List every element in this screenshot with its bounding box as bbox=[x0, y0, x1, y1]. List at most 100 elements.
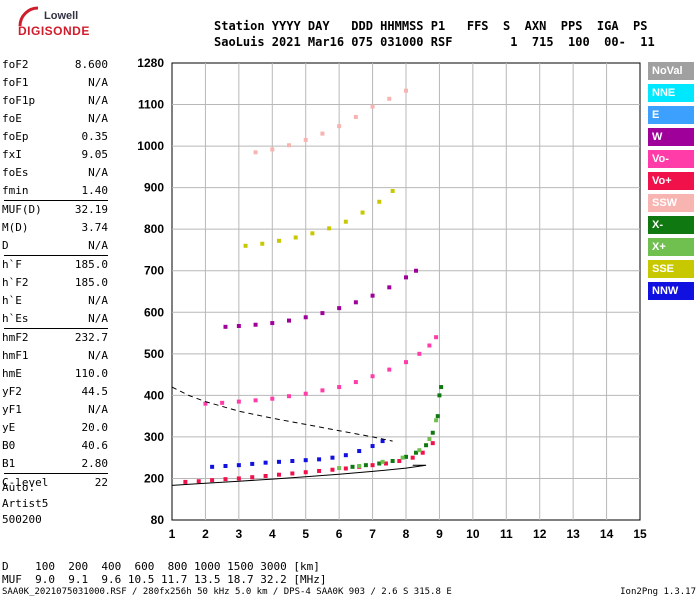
echo-point bbox=[397, 459, 402, 464]
echo-point bbox=[370, 293, 375, 298]
echo-point bbox=[263, 460, 268, 465]
param-key: yF1 bbox=[2, 403, 22, 416]
echo-point bbox=[337, 385, 342, 390]
echo-point bbox=[435, 414, 440, 419]
echo-point bbox=[427, 343, 432, 348]
param-key: h`E bbox=[2, 294, 22, 307]
echo-point bbox=[343, 466, 348, 471]
param-row: fxI 9.05 bbox=[0, 146, 112, 164]
echo-point bbox=[210, 464, 215, 469]
echo-point bbox=[250, 461, 255, 466]
echo-point bbox=[370, 444, 375, 449]
auto-version: 500200 bbox=[2, 513, 42, 526]
param-row: foE N/A bbox=[0, 110, 112, 128]
x-tick-label: 6 bbox=[336, 527, 343, 541]
digisonde-logo: Lowell DIGISONDE bbox=[4, 6, 124, 46]
legend-item: NNE bbox=[648, 84, 694, 102]
param-row: foF2 8.600 bbox=[0, 56, 112, 74]
y-tick-label: 200 bbox=[144, 471, 164, 485]
distance-row: D 100 200 400 600 800 1000 1500 3000 [km… bbox=[2, 560, 320, 573]
echo-point bbox=[263, 473, 268, 478]
y-tick-label: 700 bbox=[144, 264, 164, 278]
echo-point bbox=[320, 311, 325, 316]
param-key: MUF(D) bbox=[2, 203, 42, 216]
echo-point bbox=[303, 315, 308, 320]
echo-point bbox=[357, 463, 362, 468]
echo-point bbox=[337, 124, 342, 129]
param-value: 185.0 bbox=[74, 258, 108, 271]
echo-point bbox=[404, 88, 408, 93]
param-key: foF1p bbox=[2, 94, 36, 107]
echo-point bbox=[290, 471, 295, 476]
param-key: M(D) bbox=[2, 221, 29, 234]
param-row: yF2 44.5 bbox=[0, 383, 112, 401]
legend-item: SSW bbox=[648, 194, 694, 212]
echo-point bbox=[270, 321, 275, 326]
param-row: M(D) 3.74 bbox=[0, 219, 112, 237]
y-tick-label: 1100 bbox=[138, 98, 164, 112]
echo-point bbox=[287, 394, 291, 399]
param-value: 2.80 bbox=[81, 457, 109, 470]
echo-point bbox=[360, 210, 365, 215]
echo-point bbox=[223, 324, 228, 329]
echo-point bbox=[400, 455, 405, 460]
scaled-parameters-panel: foF2 8.600 foF1 N/A foF1p N/A foE N/A foEp 0.35 fx… bbox=[0, 56, 112, 492]
param-value: N/A bbox=[88, 403, 108, 416]
param-value: 110.0 bbox=[74, 367, 108, 380]
param-value: 3.74 bbox=[81, 221, 109, 234]
solid-model-line bbox=[171, 464, 427, 486]
param-row: foEs N/A bbox=[0, 164, 112, 182]
echo-point bbox=[377, 461, 382, 466]
echo-point bbox=[350, 464, 355, 469]
param-key: h`Es bbox=[2, 312, 29, 325]
param-separator bbox=[4, 255, 108, 256]
echo-point bbox=[417, 351, 422, 356]
echo-point bbox=[430, 430, 435, 435]
param-row: yE 20.0 bbox=[0, 419, 112, 437]
echo-point bbox=[276, 459, 281, 464]
param-row: fmin 1.40 bbox=[0, 182, 112, 200]
echo-point bbox=[387, 367, 392, 372]
x-tick-label: 8 bbox=[403, 527, 410, 541]
echo-point bbox=[437, 393, 442, 398]
echo-point bbox=[380, 439, 385, 444]
echo-point bbox=[353, 300, 358, 305]
x-tick-label: 1 bbox=[169, 527, 176, 541]
param-key: fxI bbox=[2, 148, 22, 161]
param-key: h`F bbox=[2, 258, 22, 271]
logo-lowell-text: Lowell bbox=[44, 10, 79, 22]
param-key: C-level bbox=[2, 476, 49, 489]
echo-point bbox=[320, 388, 325, 393]
param-key: foF1 bbox=[2, 76, 29, 89]
param-value: N/A bbox=[88, 239, 108, 252]
y-tick-label: 1280 bbox=[137, 56, 164, 70]
echo-point bbox=[414, 268, 419, 273]
param-key: foF2 bbox=[2, 58, 29, 71]
logo-arc-icon bbox=[18, 6, 39, 27]
param-separator bbox=[4, 328, 108, 329]
echo-point bbox=[430, 441, 435, 446]
y-tick-label: 80 bbox=[151, 513, 165, 527]
echo-point bbox=[276, 472, 281, 477]
echo-point bbox=[320, 131, 325, 136]
param-key: yE bbox=[2, 421, 16, 434]
param-value: N/A bbox=[88, 94, 108, 107]
y-tick-label: 500 bbox=[144, 347, 164, 361]
echo-point bbox=[303, 470, 308, 475]
echo-point bbox=[424, 443, 429, 448]
echo-point bbox=[380, 459, 385, 464]
param-key: foEs bbox=[2, 166, 29, 179]
param-row: hmE 110.0 bbox=[0, 365, 112, 383]
logo-digisonde-text: DIGISONDE bbox=[18, 24, 90, 38]
echo-point bbox=[287, 143, 291, 148]
echo-point bbox=[303, 458, 308, 463]
echo-point bbox=[243, 243, 248, 248]
echo-point bbox=[439, 385, 444, 390]
echo-point bbox=[253, 398, 258, 403]
legend-item: X- bbox=[648, 216, 694, 234]
param-row: h`F2 185.0 bbox=[0, 274, 112, 292]
param-key: yF2 bbox=[2, 385, 22, 398]
echo-point bbox=[383, 461, 388, 466]
echo-point bbox=[317, 457, 322, 462]
echo-point bbox=[353, 380, 358, 385]
